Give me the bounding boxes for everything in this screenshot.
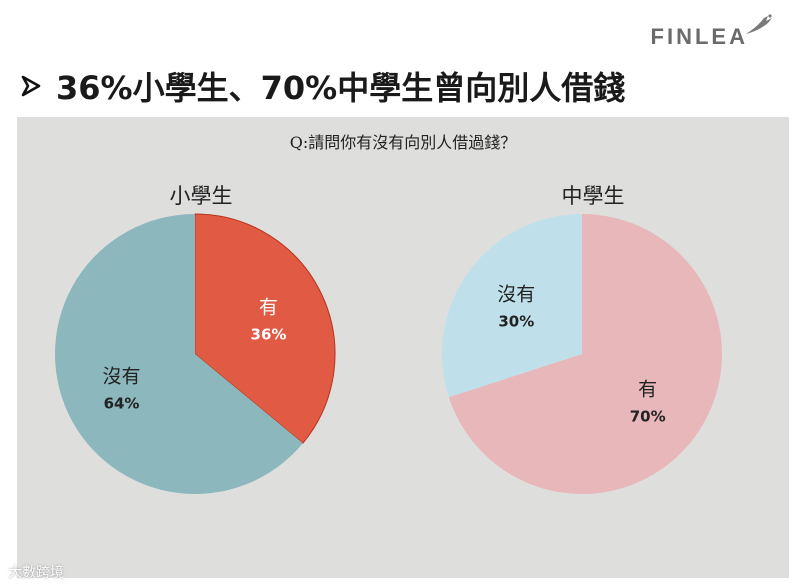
- chart-title-primary: 小學生: [169, 184, 233, 208]
- bird-icon: [746, 14, 772, 34]
- slice-percent-label: 70%: [630, 408, 666, 426]
- logo-text: FINLEA: [650, 24, 748, 49]
- chart-panel: Q:請問你有沒有向別人借過錢？ 小學生 中學生 有 36% 沒有 64% 有 70% 沒有 3…: [17, 117, 789, 578]
- page-title: 36%小學生、70%中學生曾向別人借錢: [56, 69, 626, 107]
- slice-category-label: 沒有: [497, 283, 535, 305]
- slice-percent-label: 36%: [251, 325, 287, 343]
- arrow-bullet-icon: [21, 75, 41, 97]
- pie-charts: 有 36% 沒有 64% 有 70% 沒有 30%: [54, 213, 722, 494]
- watermark: 大數跨境: [8, 565, 64, 581]
- pie-slice-no: [441, 214, 582, 398]
- pie-secondary: 有 70% 沒有 30%: [441, 214, 722, 494]
- slice-category-label: 沒有: [103, 366, 141, 388]
- finlea-logo: FINLEA: [651, 12, 776, 48]
- chart-title-secondary: 中學生: [561, 184, 625, 208]
- slice-category-label: 有: [259, 296, 278, 318]
- pie-slice-yes: [448, 214, 722, 494]
- slice-percent-label: 30%: [498, 312, 534, 330]
- headline: 36%小學生、70%中學生曾向別人借錢: [20, 66, 626, 107]
- survey-question: Q:請問你有沒有向別人借過錢？: [289, 133, 517, 152]
- slice-category-label: 有: [638, 379, 657, 401]
- pie-primary: 有 36% 沒有 64%: [54, 213, 336, 494]
- pie-slice-yes: [194, 213, 336, 444]
- slice-percent-label: 64%: [104, 395, 140, 413]
- pie-slice-no: [54, 214, 303, 494]
